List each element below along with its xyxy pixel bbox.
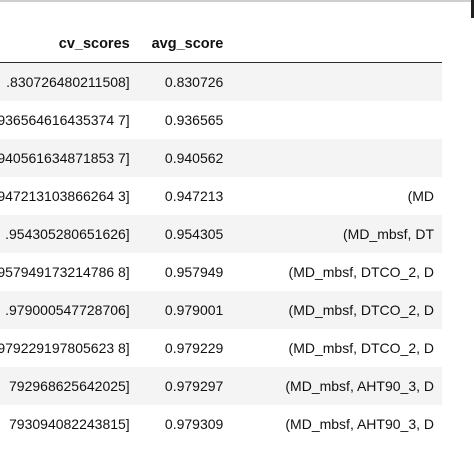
column-header-cv-scores: cv_scores bbox=[0, 26, 138, 63]
features-cell: (MD_mbsf, AHT90_3, D bbox=[231, 367, 442, 405]
avg-score-cell: 0.957949 bbox=[137, 253, 232, 291]
column-header-avg-score: avg_score bbox=[137, 26, 232, 63]
cv-scores-cell: 947213103866264 3] bbox=[0, 177, 138, 215]
cv-scores-cell: 940561634871853 7] bbox=[0, 139, 138, 177]
avg-score-cell: 0.979229 bbox=[137, 329, 232, 367]
table-row: .954305280651626] 0.954305 (MD_mbsf, DT bbox=[0, 215, 442, 253]
table-row: .979000547728706] 0.979001 (MD_mbsf, DTC… bbox=[0, 291, 442, 329]
avg-score-cell: 0.940562 bbox=[137, 139, 232, 177]
cv-scores-cell: 936564616435374 7] bbox=[0, 101, 138, 139]
avg-score-cell: 0.954305 bbox=[137, 215, 232, 253]
avg-score-cell: 0.947213 bbox=[137, 177, 232, 215]
cv-scores-cell: .954305280651626] bbox=[0, 215, 138, 253]
table-row: 940561634871853 7] 0.940562 bbox=[0, 139, 442, 177]
avg-score-cell: 0.830726 bbox=[137, 62, 232, 101]
features-cell: (MD_mbsf, AHT90_3, D bbox=[231, 405, 442, 443]
cv-scores-cell: 957949173214786 8] bbox=[0, 253, 138, 291]
table-row: 979229197805623 8] 0.979229 (MD_mbsf, DT… bbox=[0, 329, 442, 367]
features-cell: (MD_mbsf, DTCO_2, D bbox=[231, 329, 442, 367]
features-cell bbox=[231, 139, 442, 177]
column-header-features bbox=[231, 26, 442, 63]
avg-score-cell: 0.936565 bbox=[137, 101, 232, 139]
table-row: 957949173214786 8] 0.957949 (MD_mbsf, DT… bbox=[0, 253, 442, 291]
table-row: .830726480211508] 0.830726 bbox=[0, 62, 442, 101]
table-row: 792968625642025] 0.979297 (MD_mbsf, AHT9… bbox=[0, 367, 442, 405]
table-header: cv_scores avg_score bbox=[0, 26, 442, 63]
features-cell: (MD_mbsf, DT bbox=[231, 215, 442, 253]
features-cell: (MD bbox=[231, 177, 442, 215]
avg-score-cell: 0.979297 bbox=[137, 367, 232, 405]
table-row: 793094082243815] 0.979309 (MD_mbsf, AHT9… bbox=[0, 405, 442, 443]
table-row: 936564616435374 7] 0.936565 bbox=[0, 101, 442, 139]
avg-score-cell: 0.979309 bbox=[137, 405, 232, 443]
features-cell: (MD_mbsf, DTCO_2, D bbox=[231, 291, 442, 329]
features-cell bbox=[231, 62, 442, 101]
cv-scores-cell: .830726480211508] bbox=[0, 62, 138, 101]
cv-scores-cell: 792968625642025] bbox=[0, 367, 138, 405]
features-cell bbox=[231, 101, 442, 139]
table-row: 947213103866264 3] 0.947213 (MD bbox=[0, 177, 442, 215]
cv-scores-cell: 979229197805623 8] bbox=[0, 329, 138, 367]
features-cell: (MD_mbsf, DTCO_2, D bbox=[231, 253, 442, 291]
output-frame-edge bbox=[471, 0, 474, 18]
output-frame-border bbox=[0, 0, 474, 2]
header-row: cv_scores avg_score bbox=[0, 26, 442, 63]
table-body: .830726480211508] 0.830726 9365646164353… bbox=[0, 62, 442, 443]
dataframe-table: cv_scores avg_score .830726480211508] 0.… bbox=[0, 26, 442, 443]
cv-scores-cell: 793094082243815] bbox=[0, 405, 138, 443]
avg-score-cell: 0.979001 bbox=[137, 291, 232, 329]
cv-scores-cell: .979000547728706] bbox=[0, 291, 138, 329]
